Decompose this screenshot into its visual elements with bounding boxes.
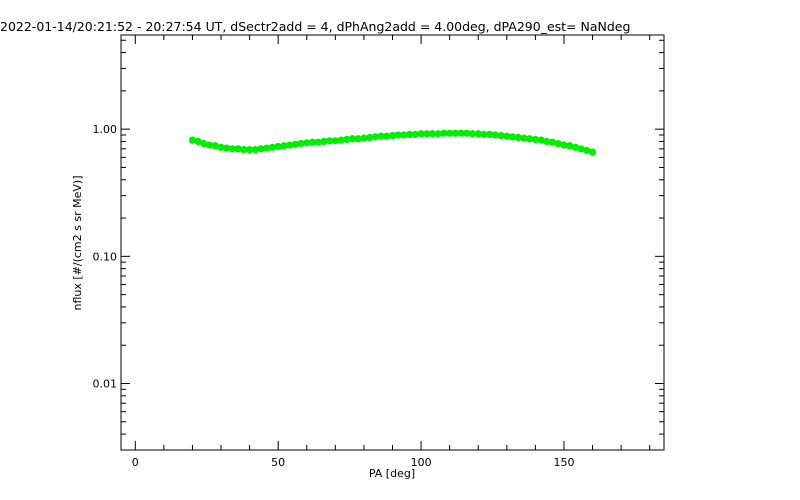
data-point <box>497 131 505 140</box>
data-point <box>320 137 328 146</box>
data-point <box>406 130 414 138</box>
chart-title: 2022-01-14/20:21:52 - 20:27:54 UT, dSect… <box>0 19 630 34</box>
data-point <box>200 139 208 148</box>
data-point <box>326 137 334 145</box>
data-point <box>240 146 248 154</box>
data-point <box>417 130 425 138</box>
data-point <box>268 143 277 151</box>
data-point <box>228 145 237 153</box>
data-point <box>371 133 379 141</box>
data-point <box>348 135 357 143</box>
data-series <box>188 129 597 156</box>
data-point <box>474 130 482 138</box>
x-axis-ticks <box>134 35 651 450</box>
data-point <box>400 131 408 139</box>
data-point <box>303 139 311 147</box>
data-point <box>434 130 442 138</box>
data-point <box>428 130 437 138</box>
data-point <box>188 136 197 144</box>
data-point <box>583 146 591 155</box>
data-point <box>263 144 271 152</box>
data-point <box>543 137 551 146</box>
data-point <box>234 145 242 153</box>
data-point <box>411 130 419 138</box>
data-point <box>354 135 362 143</box>
data-point <box>463 129 471 137</box>
data-point <box>280 142 288 150</box>
data-point <box>588 148 597 156</box>
y-axis-ticks <box>121 39 664 451</box>
data-point <box>423 130 431 138</box>
x-tick-label: 150 <box>553 456 574 469</box>
data-point <box>526 135 534 143</box>
x-tick-label: 0 <box>132 456 139 469</box>
data-point <box>377 132 385 140</box>
data-point <box>223 144 231 152</box>
data-point <box>194 137 202 146</box>
plot-frame <box>120 34 665 451</box>
data-point <box>440 129 448 137</box>
data-point <box>531 135 539 144</box>
data-point <box>508 133 517 141</box>
data-point <box>560 141 568 149</box>
y-tick-label: 1.00 <box>93 123 118 136</box>
x-tick-label: 100 <box>411 456 432 469</box>
data-point <box>394 131 402 139</box>
data-point <box>257 145 265 153</box>
data-point <box>571 143 580 151</box>
data-point <box>451 129 459 137</box>
data-point <box>274 142 282 151</box>
x-axis-label: PA [deg] <box>369 467 415 480</box>
data-point <box>554 139 562 148</box>
data-point <box>486 130 494 138</box>
y-tick-label: 0.10 <box>93 250 118 263</box>
data-point <box>548 138 557 146</box>
data-point <box>205 141 214 149</box>
data-point <box>503 132 511 140</box>
data-point <box>457 129 465 137</box>
data-point <box>291 140 299 148</box>
y-tick-labels: 0.01 0.10 1.00 <box>93 123 118 390</box>
data-point <box>343 135 351 144</box>
data-point <box>383 132 391 140</box>
data-point <box>217 143 225 151</box>
data-point <box>537 136 545 144</box>
data-point <box>331 137 339 145</box>
x-tick-labels: 0 50 100 150 <box>132 456 575 469</box>
x-tick-label: 50 <box>271 456 285 469</box>
data-point <box>286 141 294 149</box>
data-point <box>566 142 574 150</box>
data-point <box>211 142 219 150</box>
data-point <box>337 136 345 144</box>
data-point <box>520 134 528 142</box>
data-point <box>366 133 374 142</box>
y-axis-label: nflux [#/(cm2 s sr MeV)] <box>71 176 84 311</box>
data-point <box>468 130 477 138</box>
data-point <box>577 145 585 153</box>
data-point <box>491 131 499 139</box>
data-point <box>480 130 488 138</box>
data-point <box>360 134 368 142</box>
data-point <box>246 146 254 154</box>
data-point <box>251 146 259 154</box>
data-point <box>388 131 397 140</box>
data-point <box>446 129 454 137</box>
y-tick-label: 0.01 <box>93 378 118 391</box>
data-point <box>514 133 522 142</box>
data-point <box>314 138 322 146</box>
data-point <box>297 139 305 148</box>
data-point <box>308 138 317 146</box>
